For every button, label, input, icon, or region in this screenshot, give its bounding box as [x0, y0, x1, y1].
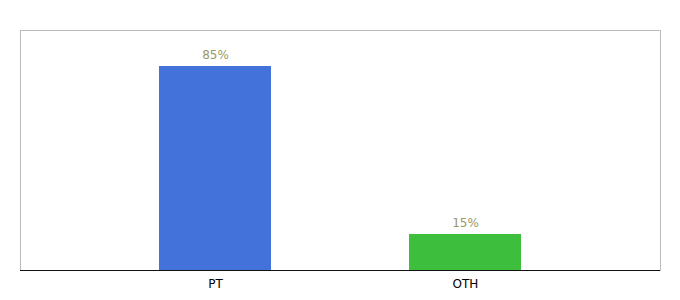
svg-text:15%: 15%	[452, 216, 479, 230]
svg-text:OTH: OTH	[453, 277, 479, 291]
svg-text:PT: PT	[208, 277, 223, 291]
svg-text:85%: 85%	[202, 48, 229, 62]
